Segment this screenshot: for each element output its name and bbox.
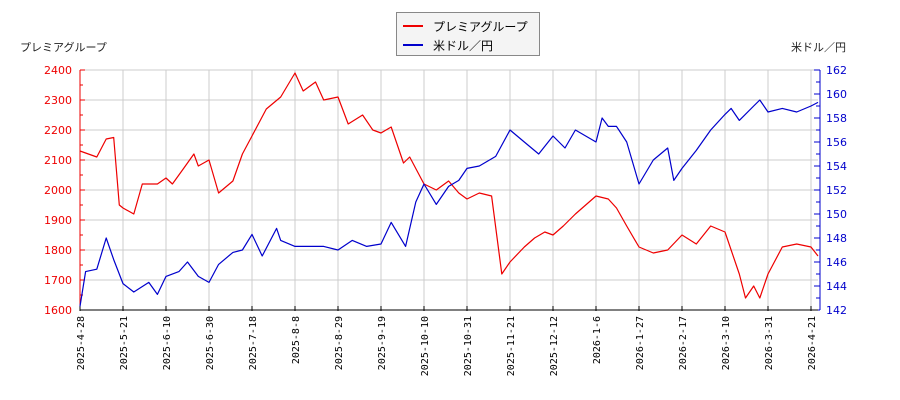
legend-item-premier-group: プレミアグループ	[403, 17, 528, 35]
x-tick-label: 2025-10-31	[463, 316, 474, 376]
right-tick-label: 162	[826, 64, 847, 77]
x-tick-label: 2026-2-17	[678, 316, 689, 370]
right-tick-label: 148	[826, 232, 847, 245]
x-tick-label: 2025-6-30	[205, 316, 216, 370]
x-tick-label: 2026-1-6	[592, 316, 603, 364]
x-tick-label: 2025-11-21	[506, 316, 517, 376]
x-tick-label: 2025-10-10	[420, 316, 431, 376]
x-tick-label: 2025-8-29	[334, 316, 345, 370]
right-tick-label: 142	[826, 304, 847, 317]
left-tick-label: 2000	[44, 184, 72, 197]
x-tick-label: 2026-4-21	[807, 316, 818, 370]
x-tick-label: 2026-3-10	[721, 316, 732, 370]
right-tick-label: 154	[826, 160, 847, 173]
x-tick-label: 2025-12-12	[549, 316, 560, 376]
left-tick-label: 1900	[44, 214, 72, 227]
x-tick-label: 2025-6-10	[162, 316, 173, 370]
legend-swatch-red	[403, 25, 423, 27]
legend-label: プレミアグループ	[433, 19, 528, 34]
right-tick-label: 152	[826, 184, 847, 197]
series-line-premier-group	[79, 72, 819, 299]
legend-item-usdjpy: 米ドル／円	[403, 36, 493, 54]
right-axis-title: 米ドル／円	[791, 41, 846, 54]
x-tick-label: 2026-3-31	[764, 316, 775, 370]
left-tick-label: 2300	[44, 94, 72, 107]
x-tick-label: 2025-9-19	[377, 316, 388, 370]
right-tick-label: 160	[826, 88, 847, 101]
legend-label: 米ドル／円	[433, 38, 494, 53]
legend-swatch-blue	[403, 44, 423, 46]
x-tick-label: 2026-1-27	[635, 316, 646, 370]
right-axis: 142 144 146 148 150 152 154 156 158 160 162	[814, 64, 847, 317]
x-tick-label: 2025-7-18	[248, 316, 259, 370]
right-tick-label: 156	[826, 136, 847, 149]
left-axis: 1600 1700 1800 1900 2000 2100 2200 2300 2400	[44, 64, 85, 317]
right-tick-label: 158	[826, 112, 847, 125]
series-line-usdjpy	[79, 99, 819, 307]
x-tick-label: 2025-8-8	[291, 316, 302, 364]
left-tick-label: 2100	[44, 154, 72, 167]
gridlines	[79, 69, 818, 311]
left-axis-title: プレミアグループ	[20, 41, 107, 54]
right-tick-label: 144	[826, 280, 847, 293]
left-tick-label: 1600	[44, 304, 72, 317]
x-tick-label: 2025-4-28	[76, 316, 87, 370]
left-tick-label: 1700	[44, 274, 72, 287]
left-tick-label: 2400	[44, 64, 72, 77]
x-tick-label: 2025-5-21	[119, 316, 130, 370]
right-tick-label: 146	[826, 256, 847, 269]
legend: プレミアグループ 米ドル／円	[396, 12, 540, 56]
left-tick-label: 2200	[44, 124, 72, 137]
right-tick-label: 150	[826, 208, 847, 221]
left-tick-label: 1800	[44, 244, 72, 257]
x-axis: 2025-4-28 2025-5-21 2025-6-10 2025-6-30 2025…	[76, 306, 818, 376]
